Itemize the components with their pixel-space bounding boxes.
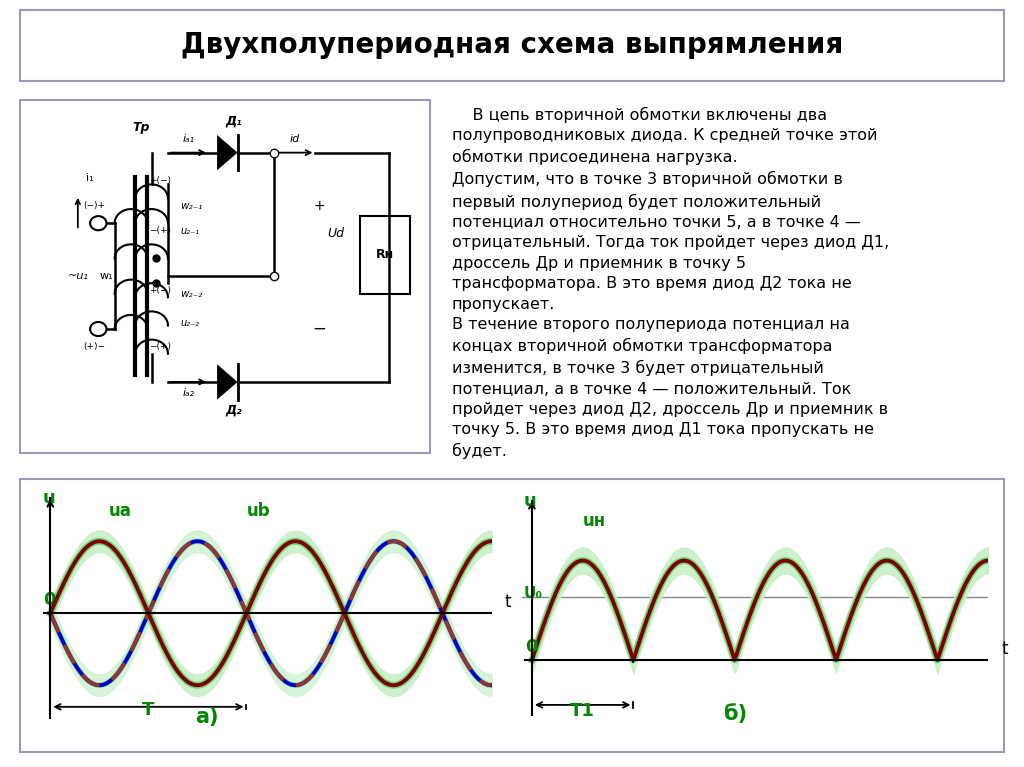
Text: Д₂: Д₂ xyxy=(225,403,242,416)
Text: ~u₁: ~u₁ xyxy=(68,271,88,281)
Text: −(+): −(+) xyxy=(148,342,171,351)
Polygon shape xyxy=(217,364,238,400)
Text: t: t xyxy=(504,594,511,611)
Text: u₂₋₂: u₂₋₂ xyxy=(180,318,200,328)
Text: б): б) xyxy=(723,704,746,724)
Text: 0: 0 xyxy=(525,638,538,656)
Text: (−)+: (−)+ xyxy=(83,201,105,210)
Text: Тр: Тр xyxy=(132,121,151,134)
Text: w₂₋₂: w₂₋₂ xyxy=(180,289,203,299)
Text: T1: T1 xyxy=(570,702,595,720)
Text: В цепь вторичной обмотки включены два
полупроводниковых диода. К средней точке э: В цепь вторичной обмотки включены два по… xyxy=(452,107,889,459)
FancyBboxPatch shape xyxy=(20,10,1004,81)
Text: u: u xyxy=(524,492,537,510)
Text: +(−): +(−) xyxy=(148,286,171,295)
Text: T: T xyxy=(142,702,155,719)
Text: w₂₋₁: w₂₋₁ xyxy=(180,200,203,211)
Text: t: t xyxy=(1001,640,1008,658)
Text: uн: uн xyxy=(583,512,606,530)
Text: iₐ₂: iₐ₂ xyxy=(182,388,195,398)
Text: −(+): −(+) xyxy=(148,225,171,235)
Polygon shape xyxy=(217,135,238,170)
Text: U₀: U₀ xyxy=(523,586,543,601)
Text: Двухполупериодная схема выпрямления: Двухполупериодная схема выпрямления xyxy=(181,31,843,59)
Text: i₁: i₁ xyxy=(86,173,94,183)
Text: −: − xyxy=(312,320,327,338)
Text: u₂₋₁: u₂₋₁ xyxy=(180,225,200,235)
Text: +: + xyxy=(313,199,326,212)
Text: (+)−: (+)− xyxy=(83,342,105,351)
Text: а): а) xyxy=(196,706,219,726)
Text: +(−): +(−) xyxy=(148,176,171,186)
Text: iₐ₁: iₐ₁ xyxy=(182,134,195,144)
Text: w₁: w₁ xyxy=(99,271,114,281)
Text: id: id xyxy=(290,134,300,144)
Bar xyxy=(360,216,410,294)
Text: 0: 0 xyxy=(43,591,56,608)
Text: Д₁: Д₁ xyxy=(225,114,242,127)
Text: Rн: Rн xyxy=(376,249,394,262)
Text: ua: ua xyxy=(110,502,132,520)
Text: ub: ub xyxy=(247,502,270,520)
Circle shape xyxy=(90,216,106,230)
Text: Ud: Ud xyxy=(328,227,344,240)
Circle shape xyxy=(90,322,106,336)
Text: u: u xyxy=(43,489,55,507)
